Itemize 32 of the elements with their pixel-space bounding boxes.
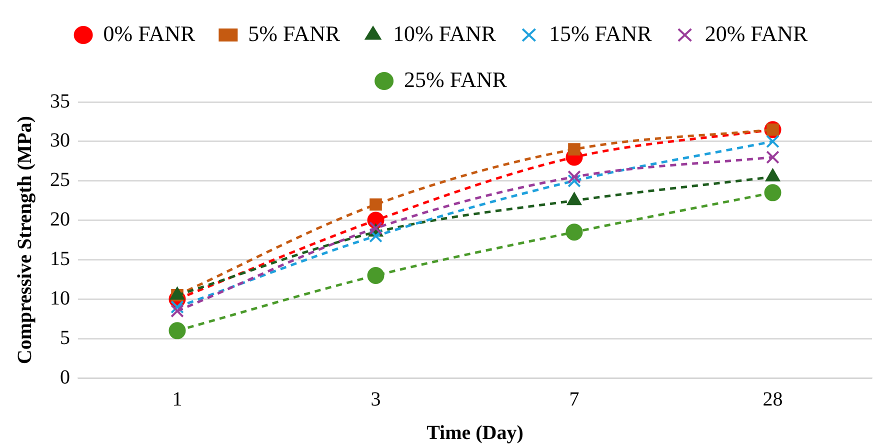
y-tick-label: 35 [50,90,70,112]
legend-label: 5% FANR [248,20,340,46]
legend-label: 20% FANR [704,20,808,46]
point [568,174,581,188]
x-tick-label: 7 [569,388,580,410]
y-tick-label: 30 [50,130,70,152]
y-axis-title: Compressive Strength (MPa) [14,116,36,364]
point [566,224,583,241]
x-tick-label: 3 [370,388,381,410]
y-tick-label: 15 [50,248,70,270]
point [170,304,184,318]
legend-label: 25% FANR [404,66,508,92]
point [369,229,382,243]
point [168,322,186,340]
x-axis-title: Time (Day) [426,422,524,444]
x-tick-label: 1 [172,388,182,410]
point [367,266,384,284]
point [568,170,581,184]
y-tick-label: 0 [60,366,70,388]
legend-label: 0% FANR [103,20,196,46]
point [766,150,780,164]
legend-label: 15% FANR [548,20,652,46]
legend-label: 10% FANR [393,20,496,46]
x-tick-label: 28 [762,388,783,410]
y-tick-label: 5 [60,326,70,349]
point [766,134,780,148]
y-tick-label: 25 [50,169,70,192]
point [370,198,382,211]
point [764,184,782,202]
y-tick-label: 20 [50,208,70,231]
y-tick-label: 10 [50,287,70,310]
point [568,143,580,156]
